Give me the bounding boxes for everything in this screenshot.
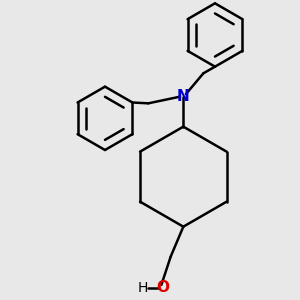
Text: H: H [138, 281, 148, 295]
Text: N: N [177, 89, 190, 104]
Text: O: O [157, 280, 169, 295]
